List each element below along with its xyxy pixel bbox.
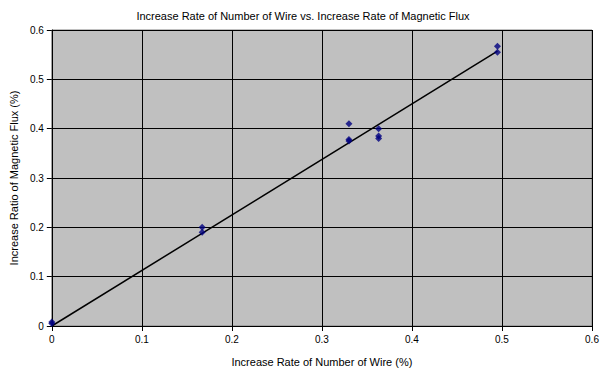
svg-text:0.2: 0.2	[225, 334, 239, 345]
svg-text:0.5: 0.5	[30, 74, 44, 85]
svg-text:Increase Rate of Number of Wir: Increase Rate of Number of Wire (%)	[231, 356, 412, 368]
svg-text:0.1: 0.1	[30, 271, 44, 282]
svg-text:0.4: 0.4	[30, 123, 44, 134]
svg-text:0.4: 0.4	[405, 334, 419, 345]
svg-text:0: 0	[49, 334, 55, 345]
svg-text:0: 0	[38, 321, 44, 332]
svg-text:0.6: 0.6	[585, 334, 599, 345]
svg-text:Increase Rate of Number of Wir: Increase Rate of Number of Wire vs. Incr…	[136, 10, 470, 22]
svg-text:0.3: 0.3	[30, 173, 44, 184]
svg-text:0.6: 0.6	[30, 25, 44, 36]
svg-text:Increase Ratio of Magnetic Flu: Increase Ratio of Magnetic Flux (%)	[8, 91, 20, 266]
svg-text:0.2: 0.2	[30, 222, 44, 233]
svg-text:0.5: 0.5	[495, 334, 509, 345]
svg-text:0.3: 0.3	[315, 334, 329, 345]
svg-text:0.1: 0.1	[135, 334, 149, 345]
